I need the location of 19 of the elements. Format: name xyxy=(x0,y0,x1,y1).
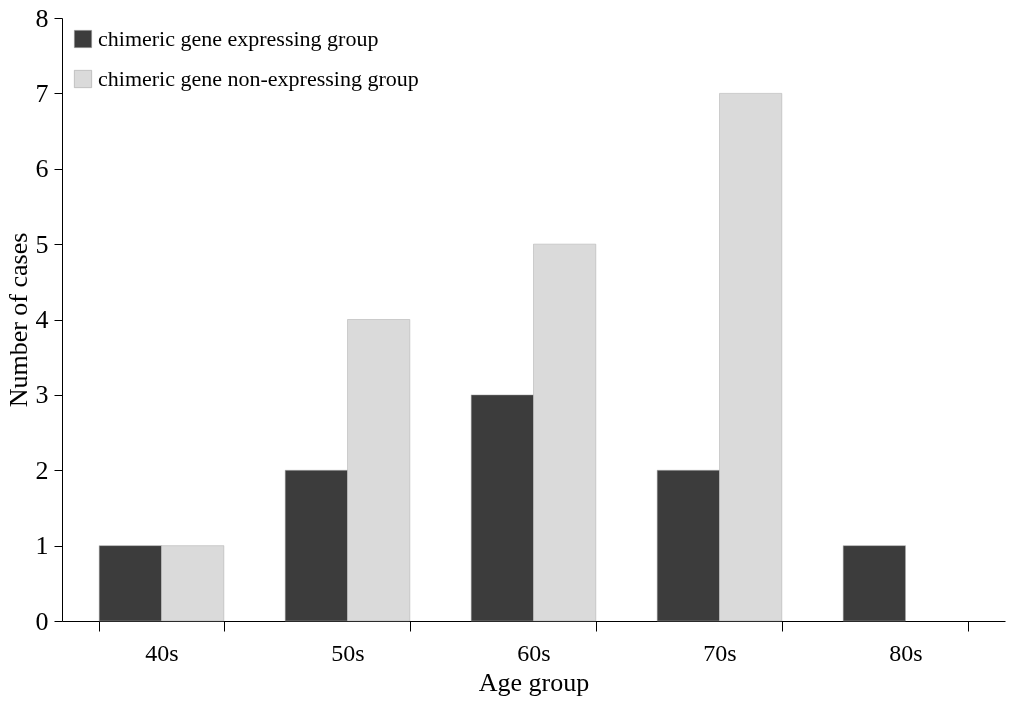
y-tick-label: 5 xyxy=(35,229,49,259)
y-tick-label: 6 xyxy=(35,154,49,184)
legend-label: chimeric gene non-expressing group xyxy=(98,66,419,91)
x-tick-label: 80s xyxy=(889,639,923,666)
y-tick-label: 1 xyxy=(35,531,49,561)
x-tick-label: 40s xyxy=(145,639,179,666)
bar xyxy=(842,545,906,622)
y-tick-label: 2 xyxy=(35,455,49,485)
y-tick-label: 0 xyxy=(35,606,49,636)
y-tick-label: 8 xyxy=(35,3,49,33)
y-tick-label: 3 xyxy=(35,380,49,410)
x-tick-label: 50s xyxy=(331,639,365,666)
legend-label: chimeric gene expressing group xyxy=(98,26,379,51)
x-axis-title: Age group xyxy=(478,667,590,697)
y-tick-label: 7 xyxy=(35,78,49,108)
x-tick-label: 70s xyxy=(703,639,737,666)
y-axis-title: Number of cases xyxy=(3,232,33,408)
x-tick-label: 60s xyxy=(517,639,551,666)
y-tick-label: 4 xyxy=(35,305,49,334)
